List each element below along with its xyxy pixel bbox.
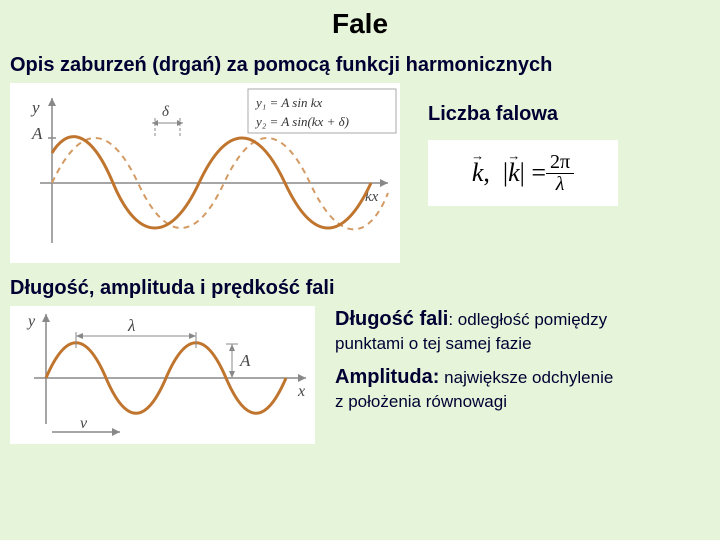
- def-wavelength-line2: punktami o tej samej fazie: [335, 333, 720, 356]
- amplitude-term: Amplituda:: [335, 366, 439, 388]
- wavenumber-label: Liczba falowa: [428, 103, 720, 126]
- wavelength-body1: : odległość pomiędzy: [448, 310, 607, 329]
- svg-text:y₂ = A sin(kx + δ): y₂ = A sin(kx + δ): [254, 114, 349, 129]
- wavenumber-formula: k, |k| = 2π λ: [428, 140, 618, 206]
- frac-den: λ: [552, 174, 569, 195]
- k-vector: k: [472, 158, 484, 188]
- fraction: 2π λ: [546, 152, 574, 195]
- definitions: Długość fali: odległość pomiędzy punktam…: [315, 306, 720, 414]
- page-title: Fale: [0, 0, 720, 40]
- frac-num: 2π: [546, 152, 574, 174]
- svg-text:A: A: [31, 124, 43, 143]
- wavelength-term: Długość fali: [335, 308, 448, 330]
- svg-text:δ: δ: [162, 104, 170, 120]
- k-vector-2: k: [508, 158, 520, 188]
- def-wavelength-line1: Długość fali: odległość pomiędzy: [335, 306, 720, 333]
- phase-shift-chart: y A kx δ y₁ = A sin kx y₂ = A sin(kx + δ…: [10, 83, 400, 263]
- section1-heading: Opis zaburzeń (drgań) za pomocą funkcji …: [10, 54, 720, 77]
- svg-text:y: y: [30, 98, 40, 117]
- row-2: y x λ A v Długość fali: odległość pomięd…: [10, 306, 720, 444]
- amplitude-body1: największe odchylenie: [439, 368, 613, 387]
- def-amplitude-line2: z położenia równowagi: [335, 391, 720, 414]
- section2-heading: Długość, amplituda i prędkość fali: [10, 277, 720, 300]
- wavelength-chart: y x λ A v: [10, 306, 315, 444]
- svg-text:A: A: [239, 351, 251, 370]
- svg-text:y: y: [26, 313, 36, 330]
- def-amplitude-line1: Amplituda: największe odchylenie: [335, 364, 720, 391]
- wavenumber-block: Liczba falowa k, |k| = 2π λ: [400, 83, 720, 206]
- svg-text:y₁ = A sin kx: y₁ = A sin kx: [254, 95, 322, 110]
- row-1: y A kx δ y₁ = A sin kx y₂ = A sin(kx + δ…: [10, 83, 720, 263]
- svg-text:v: v: [80, 415, 88, 432]
- svg-text:λ: λ: [127, 316, 135, 335]
- svg-text:x: x: [297, 383, 305, 400]
